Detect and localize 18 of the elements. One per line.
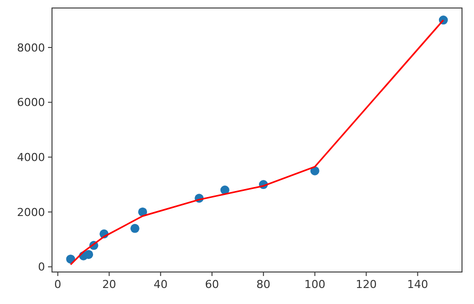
x-tick-label: 20 bbox=[102, 278, 116, 291]
x-tick-label: 140 bbox=[407, 278, 428, 291]
point bbox=[220, 186, 230, 195]
x-tick-label: 80 bbox=[256, 278, 270, 291]
point bbox=[138, 207, 148, 216]
y-tick-label: 2000 bbox=[17, 206, 45, 219]
x-tick-label: 100 bbox=[304, 278, 326, 291]
point bbox=[130, 224, 140, 233]
y-tick-label: 0 bbox=[38, 260, 45, 274]
y-tick-label: 8000 bbox=[17, 41, 45, 54]
y-tick-label: 6000 bbox=[17, 96, 45, 110]
x-tick-label: 120 bbox=[356, 278, 377, 291]
x-tick-label: 60 bbox=[205, 278, 220, 291]
x-tick-label: 40 bbox=[154, 278, 168, 291]
y-tick-label: 4000 bbox=[17, 150, 45, 164]
x-tick-label: 0 bbox=[54, 278, 62, 291]
point bbox=[66, 254, 76, 264]
point bbox=[84, 250, 94, 259]
